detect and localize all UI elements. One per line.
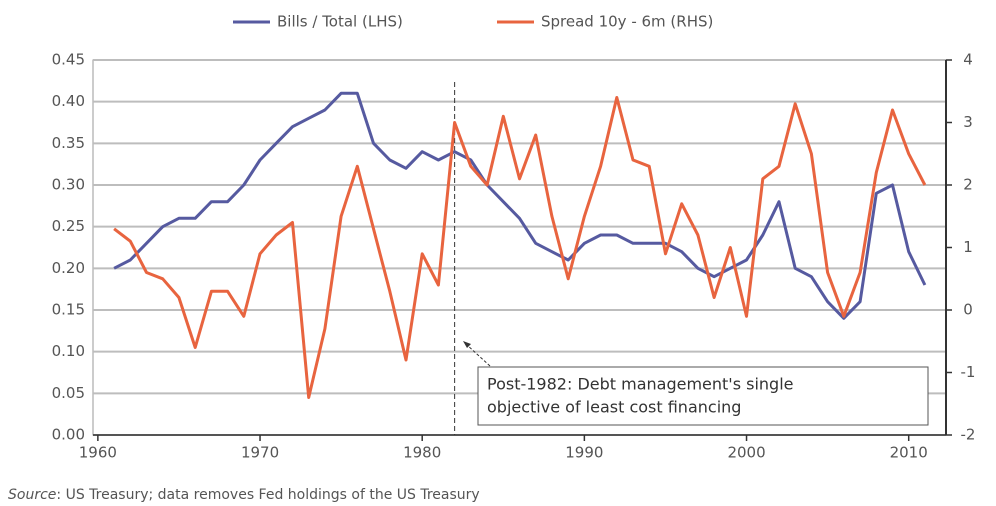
x-tick-label: 1990 xyxy=(565,444,603,462)
y-tick-label: 0.25 xyxy=(52,217,85,235)
y-tick-label: 0.40 xyxy=(52,92,85,110)
x-tick-label: 2000 xyxy=(727,444,765,462)
series-line xyxy=(113,91,927,320)
y-tick-label: 0.05 xyxy=(52,384,85,402)
y2-tick-label: 1 xyxy=(963,238,973,256)
y-tick-label: 0.10 xyxy=(52,342,85,360)
y-tick-label: 0.45 xyxy=(52,51,85,69)
arrow-head xyxy=(463,341,471,348)
source-text: : US Treasury; data removes Fed holdings… xyxy=(56,487,479,503)
legend-label: Bills / Total (LHS) xyxy=(277,13,403,31)
source-note: Source: US Treasury; data removes Fed ho… xyxy=(8,487,480,503)
x-tick-label: 1980 xyxy=(403,444,441,462)
y-tick-label: 0.00 xyxy=(52,426,85,444)
y2-tick-label: 2 xyxy=(963,176,973,194)
y-tick-label: 0.35 xyxy=(52,134,85,152)
source-label: Source xyxy=(8,487,56,503)
annotation-arrow xyxy=(465,343,491,367)
x-tick-label: 2010 xyxy=(890,444,928,462)
y2-tick-label: 3 xyxy=(963,113,973,131)
y2-tick-label: 4 xyxy=(963,51,973,69)
series-line xyxy=(113,96,927,399)
y-tick-label: 0.30 xyxy=(52,176,85,194)
legend-label: Spread 10y - 6m (RHS) xyxy=(541,13,713,31)
annotation-box xyxy=(477,366,929,426)
x-tick-label: 1960 xyxy=(79,444,117,462)
y-tick-label: 0.15 xyxy=(52,301,85,319)
y2-tick-label: 0 xyxy=(963,301,973,319)
y2-tick-label: -1 xyxy=(961,363,976,381)
x-tick-label: 1970 xyxy=(241,444,279,462)
annotation-text: objective of least cost financing xyxy=(487,398,741,417)
y-tick-label: 0.20 xyxy=(52,259,85,277)
y2-tick-label: -2 xyxy=(961,426,976,444)
annotation-text: Post-1982: Debt management's single xyxy=(487,375,794,394)
